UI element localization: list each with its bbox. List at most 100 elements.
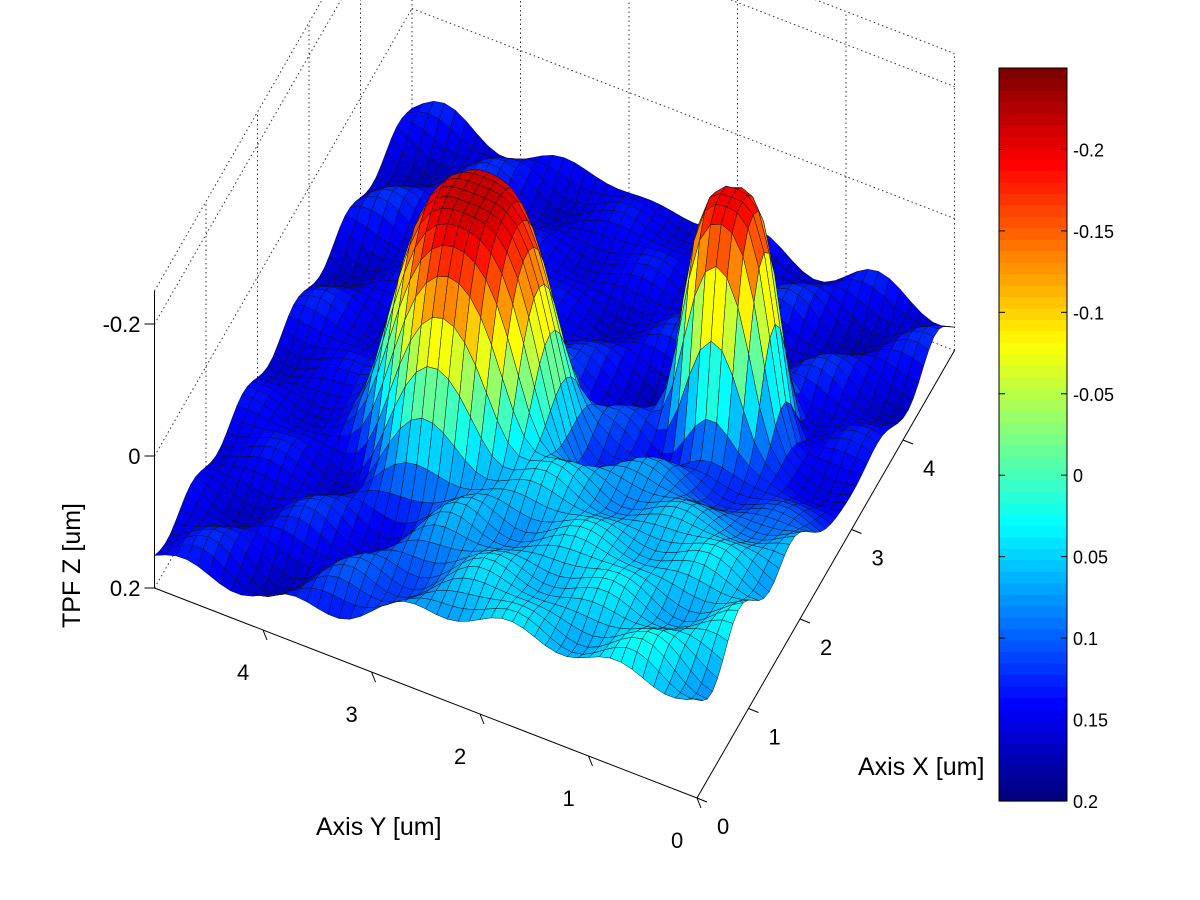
- x-tick-mark: [799, 618, 811, 624]
- y-tick-mark: [479, 713, 485, 725]
- colorbar-strip: [999, 606, 1067, 619]
- colorbar-strip: [999, 640, 1067, 653]
- grid-line: [814, 0, 955, 54]
- colorbar-strip: [999, 686, 1067, 699]
- z-tick-label: -0.2: [103, 312, 141, 337]
- colorbar-strip: [999, 434, 1067, 447]
- colorbar-strip: [999, 537, 1067, 550]
- x-tick-mark: [902, 439, 914, 445]
- surface-cell: [686, 698, 703, 701]
- x-tick-label: 3: [872, 546, 884, 571]
- colorbar: -0.2 -0.15 -0.1 -0.05 0 0.05 0.1 0.15 0.2: [998, 67, 1114, 812]
- x-tick-mark: [696, 797, 708, 803]
- colorbar-strip: [999, 388, 1067, 401]
- colorbar-strip: [999, 549, 1067, 562]
- colorbar-strip: [999, 319, 1067, 333]
- colorbar-tick-label: -0.1: [1073, 303, 1104, 323]
- colorbar-tick-label: 0.15: [1073, 711, 1108, 731]
- colorbar-strip: [999, 675, 1067, 688]
- y-axis-line: [154, 587, 698, 799]
- colorbar-strip: [999, 583, 1067, 596]
- colorbar-strip: [999, 732, 1067, 745]
- x-axis-line: [696, 350, 955, 799]
- colorbar-strip: [999, 514, 1067, 527]
- y-tick-label: 1: [563, 786, 575, 811]
- colorbar-tick-label: 0.1: [1073, 629, 1098, 649]
- y-tick-label: 0: [671, 828, 683, 853]
- colorbar-ticks: -0.2 -0.15 -0.1 -0.05 0 0.05 0.1 0.15 0.2: [999, 140, 1114, 812]
- y-axis-ticks: 0 1 2 3 4: [237, 629, 702, 853]
- colorbar-strip: [999, 445, 1067, 459]
- colorbar-strip: [999, 297, 1067, 310]
- colorbar-tick-label: 0.2: [1073, 792, 1098, 812]
- x-tick-label: 1: [769, 725, 781, 750]
- colorbar-strip: [999, 354, 1067, 367]
- colorbar-strip: [999, 182, 1067, 195]
- colorbar-strip: [999, 766, 1067, 779]
- colorbar-tick-label: -0.2: [1073, 140, 1104, 160]
- x-tick-label: 2: [820, 635, 832, 660]
- colorbar-strip: [999, 79, 1067, 92]
- surface-mesh: [153, 100, 955, 701]
- colorbar-strip: [999, 743, 1067, 756]
- colorbar-strip: [999, 274, 1067, 287]
- colorbar-strip: [999, 171, 1067, 184]
- colorbar-strip: [999, 285, 1067, 298]
- colorbar-strip: [999, 652, 1067, 665]
- colorbar-tick-label: 0: [1073, 466, 1083, 486]
- colorbar-strip: [999, 68, 1067, 81]
- colorbar-strip: [999, 262, 1067, 275]
- y-tick-mark: [371, 671, 376, 683]
- z-tick-label: 0: [128, 444, 140, 469]
- x-tick-mark: [748, 708, 759, 713]
- grid-line: [154, 8, 413, 457]
- colorbar-strip: [999, 308, 1067, 321]
- x-tick-mark: [851, 529, 862, 534]
- colorbar-strip: [999, 789, 1067, 802]
- colorbar-strip: [999, 423, 1067, 436]
- colorbar-strip: [999, 457, 1067, 470]
- colorbar-strip: [999, 629, 1067, 642]
- colorbar-strip: [999, 239, 1067, 252]
- colorbar-strip: [999, 136, 1067, 149]
- colorbar-strip: [999, 491, 1067, 504]
- colorbar-strip: [999, 193, 1067, 207]
- colorbar-strip: [999, 228, 1067, 241]
- y-tick-mark: [262, 629, 268, 641]
- grid-line: [729, 0, 955, 87]
- axes-lines: [154, 291, 955, 799]
- colorbar-strip: [999, 400, 1067, 413]
- x-axis-label: Axis X [um]: [858, 753, 984, 781]
- z-axis-ticks: -0.2 0 0.2: [103, 312, 155, 601]
- colorbar-strip: [999, 331, 1067, 344]
- colorbar-strip: [999, 571, 1067, 584]
- colorbar-strip: [999, 709, 1067, 722]
- y-tick-label: 2: [454, 744, 466, 769]
- colorbar-strip: [999, 125, 1067, 138]
- y-tick-mark: [588, 755, 593, 767]
- colorbar-strip: [999, 617, 1067, 630]
- colorbar-frame: [998, 67, 1068, 802]
- z-tick-label: 0.2: [110, 576, 141, 601]
- colorbar-gradient: [999, 68, 1067, 802]
- colorbar-strip: [999, 205, 1067, 218]
- y-tick-mark: [696, 797, 702, 809]
- colorbar-strip: [999, 594, 1067, 607]
- x-tick-label: 0: [717, 814, 729, 839]
- colorbar-strip: [999, 90, 1067, 103]
- colorbar-strip: [999, 663, 1067, 676]
- x-tick-label: 4: [923, 456, 935, 481]
- colorbar-strip: [999, 342, 1067, 355]
- colorbar-strip: [999, 216, 1067, 229]
- colorbar-strip: [999, 720, 1067, 733]
- grid-line: [154, 0, 323, 292]
- colorbar-tick-label: 0.05: [1073, 548, 1108, 568]
- colorbar-strip: [999, 755, 1067, 768]
- colorbar-strip: [999, 113, 1067, 126]
- colorbar-strip: [999, 503, 1067, 516]
- colorbar-strip: [999, 102, 1067, 115]
- colorbar-tick-label: -0.05: [1073, 385, 1114, 405]
- colorbar-strip: [999, 560, 1067, 573]
- colorbar-strip: [999, 480, 1067, 493]
